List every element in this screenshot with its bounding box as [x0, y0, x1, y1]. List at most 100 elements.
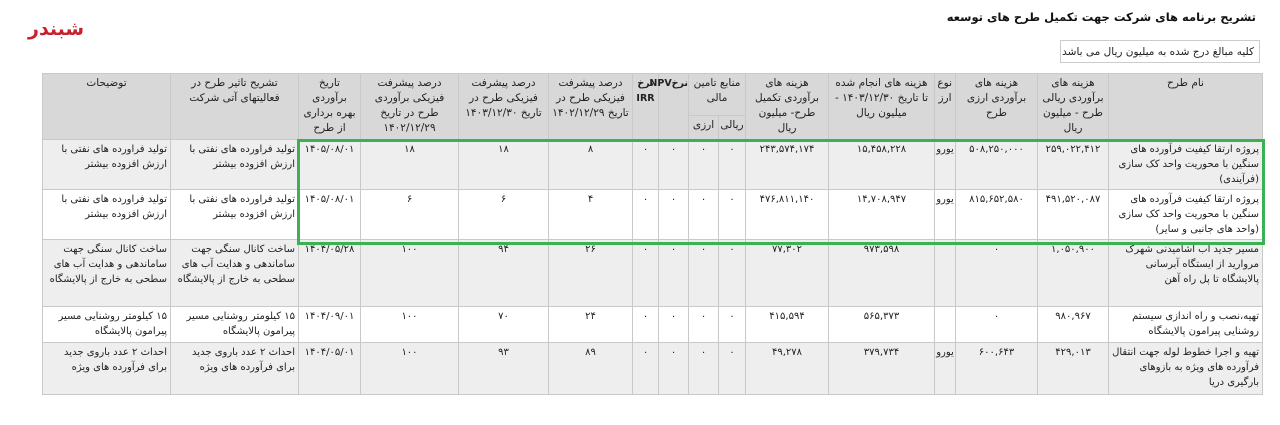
cell-notes: تولید فراورده های نفتی با ارزش افزوده بی…: [42, 139, 171, 190]
cell-irr: ۰: [632, 189, 659, 240]
cell-irr: ۰: [632, 239, 659, 307]
header-funding-rial: ریالی: [718, 115, 746, 140]
cell-progress-1403: ۹۳: [458, 342, 549, 395]
cell-npv: ۰: [658, 139, 689, 190]
cell-spent: ۱۴,۷۰۸,۹۴۷: [828, 189, 935, 240]
cell-npv: ۰: [658, 239, 689, 307]
cell-progress-1402: ۲۴: [548, 306, 633, 343]
cell-currency: یورو: [934, 139, 956, 190]
table-row: پروژه ارتقا کیفیت فرآورده های سنگین با م…: [42, 139, 1263, 190]
cell-funding-rial: ۰: [718, 239, 746, 307]
header-rial-cost: هزینه های برآوردی ریالی طرح - میلیون ریا…: [1037, 73, 1109, 140]
table-row: مسیر جدید آب آشامیدنی شهرک مروارید از ای…: [42, 239, 1263, 307]
table-row: تهیه و اجرا خطوط لوله جهت انتقال فرآورده…: [42, 342, 1263, 395]
cell-remaining: ۲۴۳,۵۷۴,۱۷۴: [745, 139, 829, 190]
cell-remaining: ۴۹,۲۷۸: [745, 342, 829, 395]
cell-funding-fx: ۰: [688, 306, 719, 343]
cell-remaining: ۴۱۵,۵۹۴: [745, 306, 829, 343]
cell-impact: احداث ۲ عدد باروی جدید برای فرآورده های …: [170, 342, 299, 395]
cell-fx-cost: ۰: [955, 239, 1038, 307]
brand-logo: شبندر: [28, 18, 85, 40]
page-title: تشریح برنامه های شرکت جهت تکمیل طرح های …: [946, 10, 1256, 24]
header-fx-cost: هزینه های برآوردی ارزی طرح: [955, 73, 1038, 140]
header-op-date: تاریخ برآوردی بهره برداری از طرح: [298, 73, 361, 140]
cell-notes: ۱۵ کیلومتر روشنایی مسیر پیرامون پالایشگا…: [42, 306, 171, 343]
header-notes: توضیحات: [42, 73, 171, 140]
header-progress-1402: درصد پیشرفت فیزیکی طرح در تاریخ ۱۴۰۲/۱۲/…: [548, 73, 633, 140]
cell-fx-cost: ۸۱۵,۶۵۲,۵۸۰: [955, 189, 1038, 240]
cell-progress-1403: ۱۸: [458, 139, 549, 190]
cell-funding-rial: ۰: [718, 189, 746, 240]
cell-progress-1402: ۲۶: [548, 239, 633, 307]
header-progress-est: درصد پیشرفت فیزیکی برآوردی طرح در تاریخ …: [360, 73, 459, 140]
header-irr: نرخ IRR: [632, 73, 659, 140]
cell-progress-est: ۱۸: [360, 139, 459, 190]
header-remaining: هزینه های برآوردی تکمیل طرح- میلیون ریال: [745, 73, 829, 140]
cell-fx-cost: ۶۰۰,۶۴۳: [955, 342, 1038, 395]
cell-name: پروژه ارتقا کیفیت فرآورده های سنگین با م…: [1108, 189, 1263, 240]
cell-progress-est: ۶: [360, 189, 459, 240]
header-impact: تشریح تاثیر طرح در فعالیتهای آتی شرکت: [170, 73, 299, 140]
cell-op-date: ۱۴۰۴/۰۵/۲۸: [298, 239, 361, 307]
header-npv: نرخNPV: [649, 73, 689, 140]
cell-name: مسیر جدید آب آشامیدنی شهرک مروارید از ای…: [1108, 239, 1263, 307]
cell-name: تهیه،نصب و راه اندازی سیستم روشنایی پیرا…: [1108, 306, 1263, 343]
header-funding: منابع تامین مالی: [688, 73, 746, 116]
cell-impact: ساخت کانال سنگی جهت ساماندهی و هدایت آب …: [170, 239, 299, 307]
cell-impact: ۱۵ کیلومتر روشنایی مسیر پیرامون پالایشگا…: [170, 306, 299, 343]
cell-progress-1403: ۶: [458, 189, 549, 240]
cell-irr: ۰: [632, 306, 659, 343]
cell-remaining: ۴۷۶,۸۱۱,۱۴۰: [745, 189, 829, 240]
cell-funding-rial: ۰: [718, 139, 746, 190]
development-plans-table: نام طرح هزینه های برآوردی ریالی طرح - می…: [42, 73, 1263, 395]
cell-progress-1403: ۷۰: [458, 306, 549, 343]
cell-rial-cost: ۱,۰۵۰,۹۰۰: [1037, 239, 1109, 307]
cell-funding-rial: ۰: [718, 306, 746, 343]
cell-funding-fx: ۰: [688, 139, 719, 190]
cell-op-date: ۱۴۰۵/۰۸/۰۱: [298, 139, 361, 190]
cell-npv: ۰: [658, 342, 689, 395]
cell-irr: ۰: [632, 139, 659, 190]
cell-funding-fx: ۰: [688, 189, 719, 240]
cell-currency: یورو: [934, 342, 956, 395]
cell-currency: یورو: [934, 189, 956, 240]
cell-spent: ۹۷۳,۵۹۸: [828, 239, 935, 307]
cell-spent: ۳۷۹,۷۳۴: [828, 342, 935, 395]
cell-notes: تولید فراورده های نفتی با ارزش افزوده بی…: [42, 189, 171, 240]
cell-npv: ۰: [658, 189, 689, 240]
cell-fx-cost: ۵۰۸,۲۵۰,۰۰۰: [955, 139, 1038, 190]
header-spent: هزینه های انجام شده تا تاریخ ۱۴۰۳/۱۲/۳۰ …: [828, 73, 935, 140]
cell-progress-est: ۱۰۰: [360, 306, 459, 343]
cell-progress-est: ۱۰۰: [360, 342, 459, 395]
cell-rial-cost: ۹۸۰,۹۶۷: [1037, 306, 1109, 343]
cell-notes: ساخت کانال سنگی جهت ساماندهی و هدایت آب …: [42, 239, 171, 307]
units-note: کلیه مبالغ درج شده به میلیون ریال می باش…: [1060, 40, 1260, 63]
cell-rial-cost: ۲۵۹,۰۲۲,۴۱۲: [1037, 139, 1109, 190]
cell-progress-1403: ۹۴: [458, 239, 549, 307]
cell-progress-1402: ۴: [548, 189, 633, 240]
cell-funding-fx: ۰: [688, 342, 719, 395]
cell-progress-1402: ۸: [548, 139, 633, 190]
cell-funding-fx: ۰: [688, 239, 719, 307]
cell-name: پروژه ارتقا کیفیت فرآورده های سنگین با م…: [1108, 139, 1263, 190]
header-currency: نوع ارز: [934, 73, 956, 140]
header-funding-fx: ارزی: [688, 115, 719, 140]
cell-op-date: ۱۴۰۵/۰۸/۰۱: [298, 189, 361, 240]
cell-progress-1402: ۸۹: [548, 342, 633, 395]
cell-progress-est: ۱۰۰: [360, 239, 459, 307]
cell-spent: ۱۵,۴۵۸,۲۲۸: [828, 139, 935, 190]
table-row: تهیه،نصب و راه اندازی سیستم روشنایی پیرا…: [42, 306, 1263, 343]
cell-currency: [934, 306, 956, 343]
cell-currency: [934, 239, 956, 307]
header-name: نام طرح: [1108, 73, 1263, 140]
cell-impact: تولید فراورده های نفتی با ارزش افزوده بی…: [170, 139, 299, 190]
cell-rial-cost: ۴۲۹,۰۱۳: [1037, 342, 1109, 395]
cell-name: تهیه و اجرا خطوط لوله جهت انتقال فرآورده…: [1108, 342, 1263, 395]
cell-spent: ۵۶۵,۳۷۳: [828, 306, 935, 343]
cell-op-date: ۱۴۰۴/۰۹/۰۱: [298, 306, 361, 343]
cell-fx-cost: ۰: [955, 306, 1038, 343]
cell-rial-cost: ۴۹۱,۵۲۰,۰۸۷: [1037, 189, 1109, 240]
cell-irr: ۰: [632, 342, 659, 395]
cell-npv: ۰: [658, 306, 689, 343]
header-progress-1403: درصد پیشرفت فیزیکی طرح در تاریخ ۱۴۰۳/۱۲/…: [458, 73, 549, 140]
